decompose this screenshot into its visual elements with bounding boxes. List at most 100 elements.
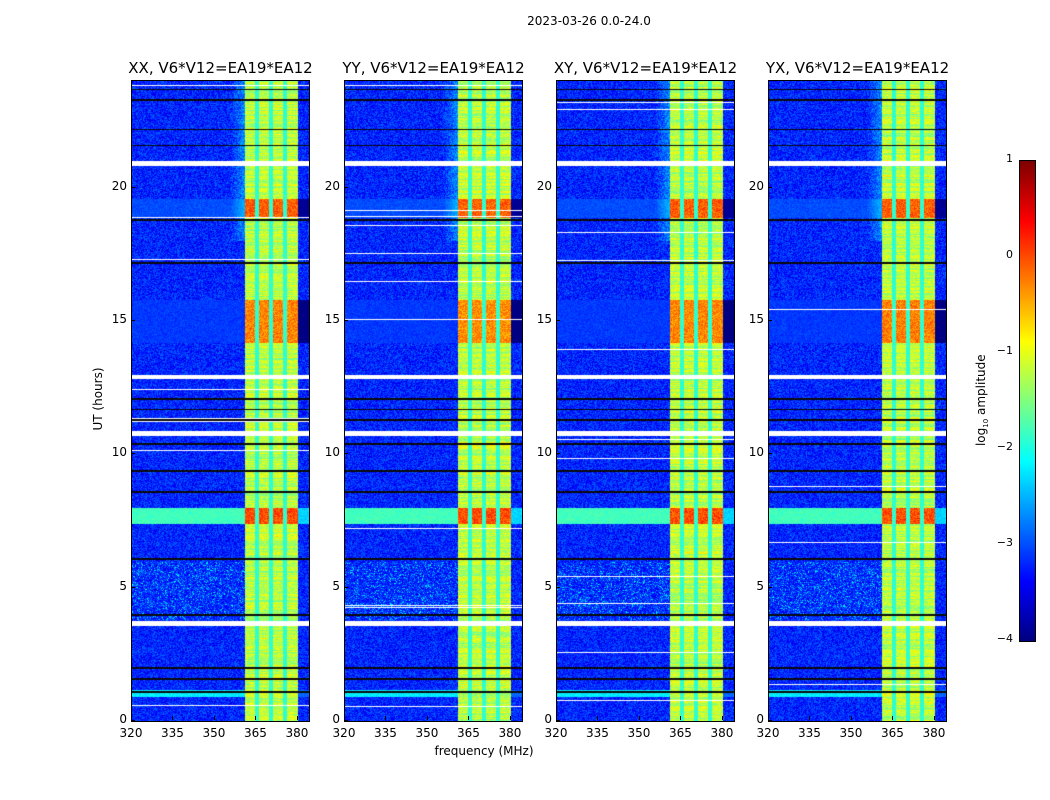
- y-tick-mark: [131, 453, 135, 455]
- y-tick-label: 15: [324, 312, 340, 326]
- x-tick-mark: [680, 716, 682, 720]
- y-tick-mark: [131, 720, 135, 721]
- y-tick-mark: [768, 453, 772, 455]
- x-tick-mark: [172, 716, 174, 720]
- y-tick-mark: [344, 720, 348, 721]
- heatmap-panel: YX, V6*V12=EA19*EA12: [766, 59, 949, 722]
- x-tick-label: 320: [119, 726, 143, 740]
- x-tick-mark: [597, 716, 599, 720]
- y-tick-mark: [344, 186, 348, 188]
- panel-title: XX, V6*V12=EA19*EA12: [128, 59, 313, 77]
- y-tick-mark: [556, 320, 560, 321]
- y-tick-label: 20: [324, 178, 340, 193]
- heatmap-panel: XX, V6*V12=EA19*EA12: [128, 59, 313, 722]
- y-tick-label: 15: [536, 312, 552, 326]
- y-tick-mark: [131, 186, 135, 188]
- x-axis-label: frequency (MHz): [434, 744, 534, 758]
- x-tick-label: 365: [457, 726, 480, 740]
- y-tick-label: 5: [756, 578, 764, 593]
- y-tick-label: 10: [748, 445, 764, 460]
- x-tick-mark: [213, 716, 215, 720]
- y-tick-label: 20: [111, 178, 127, 193]
- y-tick-mark: [344, 320, 348, 321]
- y-tick-mark: [556, 453, 560, 455]
- x-tick-mark: [426, 716, 428, 720]
- x-tick-label: 350: [627, 726, 651, 740]
- y-tick-mark: [556, 186, 560, 188]
- y-tick-mark: [556, 720, 560, 721]
- colorbar-tick-label: −2: [996, 440, 1013, 453]
- x-tick-label: 365: [881, 726, 904, 740]
- y-tick-label: 0: [332, 712, 340, 726]
- x-tick-mark: [296, 716, 298, 720]
- x-tick-mark: [638, 716, 640, 720]
- x-tick-mark: [385, 716, 387, 720]
- y-tick-label: 0: [119, 712, 127, 726]
- x-tick-label: 335: [161, 726, 184, 740]
- x-tick-label: 380: [922, 726, 946, 740]
- colorbar-tick-label: −3: [996, 536, 1013, 549]
- y-tick-label: 10: [324, 445, 340, 460]
- y-tick-label: 0: [756, 712, 764, 726]
- x-tick-mark: [892, 716, 894, 720]
- x-tick-mark: [344, 716, 345, 720]
- x-tick-label: 335: [586, 726, 609, 740]
- colorbar-gradient: [1020, 161, 1035, 641]
- heatmap-panel: YY, V6*V12=EA19*EA12: [342, 59, 525, 722]
- y-tick-label: 10: [536, 445, 552, 460]
- x-tick-label: 350: [202, 726, 226, 740]
- x-tick-label: 320: [544, 726, 568, 740]
- heatmap-panel: XY, V6*V12=EA19*EA12: [554, 59, 737, 722]
- heatmap-image: [769, 81, 946, 721]
- y-tick-mark: [131, 320, 135, 321]
- y-tick-label: 15: [111, 312, 127, 326]
- colorbar-tick-label: 0: [1006, 248, 1013, 261]
- x-tick-mark: [255, 716, 257, 720]
- colorbar-label-sub: 10: [982, 418, 991, 428]
- colorbar-label: log10 amplitude: [974, 340, 990, 460]
- y-tick-mark: [344, 586, 348, 588]
- x-tick-label: 380: [498, 726, 522, 740]
- y-tick-label: 0: [544, 712, 552, 726]
- x-tick-label: 350: [415, 726, 439, 740]
- colorbar-label-log: log: [973, 427, 988, 447]
- x-tick-label: 320: [332, 726, 356, 740]
- x-tick-mark: [809, 716, 811, 720]
- colorbar: [1019, 160, 1036, 642]
- y-tick-label: 15: [748, 312, 764, 326]
- x-tick-mark: [768, 716, 769, 720]
- x-tick-label: 365: [669, 726, 692, 740]
- y-tick-label: 5: [332, 578, 340, 593]
- y-tick-mark: [768, 186, 772, 188]
- y-tick-label: 20: [536, 178, 552, 193]
- y-tick-mark: [131, 586, 135, 588]
- y-tick-label: 20: [748, 178, 764, 193]
- x-tick-label: 320: [756, 726, 780, 740]
- y-tick-label: 5: [119, 578, 127, 593]
- x-tick-label: 365: [244, 726, 267, 740]
- x-tick-mark: [721, 716, 723, 720]
- panel-title: XY, V6*V12=EA19*EA12: [553, 59, 738, 77]
- x-tick-label: 335: [798, 726, 821, 740]
- y-tick-mark: [344, 453, 348, 455]
- x-tick-mark: [468, 716, 470, 720]
- colorbar-tick-label: −4: [996, 632, 1013, 645]
- x-tick-label: 380: [285, 726, 309, 740]
- y-tick-label: 5: [544, 578, 552, 593]
- y-tick-mark: [768, 720, 772, 721]
- y-axis-label: UT (hours): [91, 367, 105, 431]
- colorbar-label-text: amplitude: [973, 354, 988, 419]
- x-tick-mark: [850, 716, 852, 720]
- y-tick-mark: [768, 320, 772, 321]
- x-tick-label: 380: [710, 726, 734, 740]
- x-tick-mark: [131, 716, 132, 720]
- figure-title: 2023-03-26 0.0-24.0: [527, 14, 651, 28]
- panel-title: YY, V6*V12=EA19*EA12: [342, 59, 525, 77]
- x-tick-label: 350: [839, 726, 863, 740]
- colorbar-tick-label: 1: [1006, 152, 1013, 165]
- x-tick-mark: [933, 716, 935, 720]
- x-tick-label: 335: [374, 726, 397, 740]
- panel-title: YX, V6*V12=EA19*EA12: [765, 59, 950, 77]
- y-tick-mark: [556, 586, 560, 588]
